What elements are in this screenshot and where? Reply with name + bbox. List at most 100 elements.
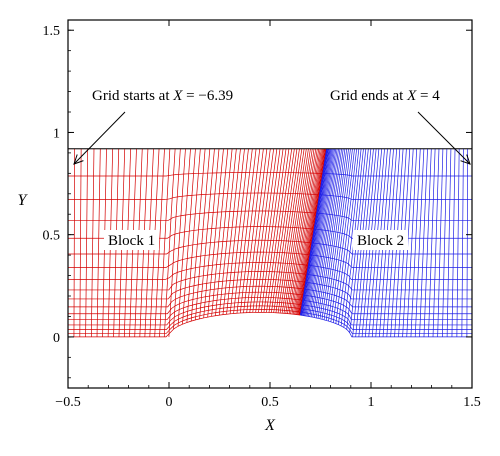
block1-grid-line-vertical xyxy=(298,148,326,315)
block1-grid-line-vertical xyxy=(285,148,311,314)
block2-grid-line-vertical xyxy=(300,148,328,316)
grid-end-value: = 4 xyxy=(416,88,440,104)
block2-grid-line-horizontal xyxy=(300,314,472,338)
block2-grid-line-vertical xyxy=(314,148,339,318)
block1-grid-line-vertical xyxy=(85,148,88,337)
block1-grid-line-vertical xyxy=(90,148,95,337)
block2-grid-line-vertical xyxy=(432,148,440,337)
block2-grid-line-vertical xyxy=(302,148,330,316)
block2-grid-line-vertical xyxy=(308,148,334,317)
block1-grid-line-vertical xyxy=(73,148,75,337)
block1-grid-line-vertical xyxy=(190,148,206,322)
block2-grid-line-vertical xyxy=(441,148,448,337)
block2-grid-line-vertical xyxy=(330,148,353,322)
block2-grid-line-vertical xyxy=(321,148,346,320)
block1-label: Block 1 xyxy=(108,233,155,249)
block1-grid-line-vertical xyxy=(233,148,253,314)
block1-grid-line-vertical xyxy=(283,148,309,314)
block1-grid-line-vertical xyxy=(297,148,325,315)
x-tick-label: 1 xyxy=(368,395,375,410)
block1-grid-line-vertical xyxy=(211,148,229,317)
block2-grid-line-vertical xyxy=(303,148,330,316)
block1-grid-line-vertical xyxy=(226,148,245,315)
block2-grid-line-horizontal xyxy=(301,308,472,330)
grid-start-prefix: Grid starts at xyxy=(92,88,173,104)
block2-grid-line-horizontal xyxy=(319,194,472,201)
block1-grid-line-vertical xyxy=(291,148,318,315)
block2-grid-line-horizontal xyxy=(304,288,472,308)
block2-grid-line-vertical xyxy=(310,148,337,317)
grid-start-value: = −6.39 xyxy=(182,88,233,104)
block1-grid-line-vertical xyxy=(168,148,181,337)
x-axis-title: X xyxy=(264,417,276,434)
block1-grid-line-horizontal xyxy=(68,172,323,177)
block1-grid-line-horizontal xyxy=(68,301,303,326)
block1-grid-line-vertical xyxy=(246,148,268,313)
block1-grid-line-vertical xyxy=(297,148,324,315)
grid-start-variable: X xyxy=(172,88,183,104)
block1-grid-line-vertical xyxy=(154,148,165,337)
block1-grid-line-vertical xyxy=(255,148,278,313)
block1-grid-line-horizontal xyxy=(68,312,301,338)
block1-grid-line-vertical xyxy=(281,148,307,314)
block2-grid-line-horizontal xyxy=(322,173,472,177)
block1-grid-line-horizontal xyxy=(68,262,309,280)
block1-grid-line-vertical xyxy=(290,148,317,314)
block2-grid-line-vertical xyxy=(323,148,348,320)
block1-grid-line-horizontal xyxy=(68,309,301,334)
block1-grid-line-vertical xyxy=(163,148,176,337)
x-tick-label: 0.5 xyxy=(261,395,279,410)
block2-grid-line-vertical xyxy=(319,148,344,319)
block2-grid-line-horizontal xyxy=(303,294,472,315)
block2-grid-line-vertical xyxy=(315,148,341,318)
y-tick-label: 1.5 xyxy=(43,24,61,39)
grid-end-arrowhead xyxy=(460,154,471,165)
block2-grid-line-horizontal xyxy=(308,264,472,280)
block2-grid-line-vertical xyxy=(301,148,329,316)
block1-grid-line-vertical xyxy=(203,148,220,318)
block2-grid-line-vertical xyxy=(306,148,333,317)
block2-grid-line-horizontal xyxy=(300,311,472,334)
block2-grid-line-vertical xyxy=(461,148,464,337)
block2-grid-line-horizontal xyxy=(311,242,472,255)
block2-grid-line-vertical xyxy=(428,148,436,337)
block1-grid-line-horizontal xyxy=(68,251,311,268)
block2-label: Block 2 xyxy=(357,233,404,249)
block1-grid-line-horizontal xyxy=(68,297,303,321)
block2-grid-line-vertical xyxy=(300,148,328,316)
block1-grid-line-vertical xyxy=(96,148,101,337)
block2-grid-line-vertical xyxy=(312,148,338,318)
block1-grid-line-vertical xyxy=(292,148,320,315)
block2-grid-line-vertical xyxy=(406,148,418,337)
block2-grid-line-vertical xyxy=(466,148,469,337)
block2-grid-line-horizontal xyxy=(305,281,472,300)
block1-grid-line-vertical xyxy=(275,148,300,313)
block2-grid-line-vertical xyxy=(304,148,331,316)
block1-grid-line-vertical xyxy=(268,148,293,313)
y-tick-label: 0 xyxy=(53,331,60,346)
block1-grid-line-vertical xyxy=(239,148,261,314)
grid-end-arrow xyxy=(417,111,471,165)
block1-grid-line-vertical xyxy=(159,148,171,337)
block1-grid-line-vertical xyxy=(288,148,315,314)
block1-grid-line-horizontal xyxy=(68,192,320,201)
block1-grid-line-horizontal xyxy=(68,239,312,255)
block2-grid-line-vertical xyxy=(446,148,452,337)
block2-grid-line-vertical xyxy=(437,148,444,337)
block1-grid-line-horizontal xyxy=(68,305,302,330)
block1-grid-line-vertical xyxy=(271,148,295,313)
block2-grid-line-vertical xyxy=(410,148,421,337)
block2-grid-line-horizontal xyxy=(302,299,472,321)
block2-grid-line-vertical xyxy=(338,148,360,325)
block1-grid-line-vertical xyxy=(296,148,323,315)
block1-grid-line-vertical xyxy=(186,148,201,323)
block1-grid-line-vertical xyxy=(287,148,313,314)
block2-grid-line-horizontal xyxy=(309,254,472,268)
block1-grid-line-vertical xyxy=(229,148,249,314)
block1-grid-line-vertical xyxy=(222,148,241,315)
block2-grid-line-horizontal xyxy=(301,304,472,326)
block1-grid-line-vertical xyxy=(277,148,303,313)
block2-grid-line-vertical xyxy=(423,148,432,337)
block1-grid-line-vertical xyxy=(182,148,196,325)
block2-grid-line-vertical xyxy=(305,148,332,317)
